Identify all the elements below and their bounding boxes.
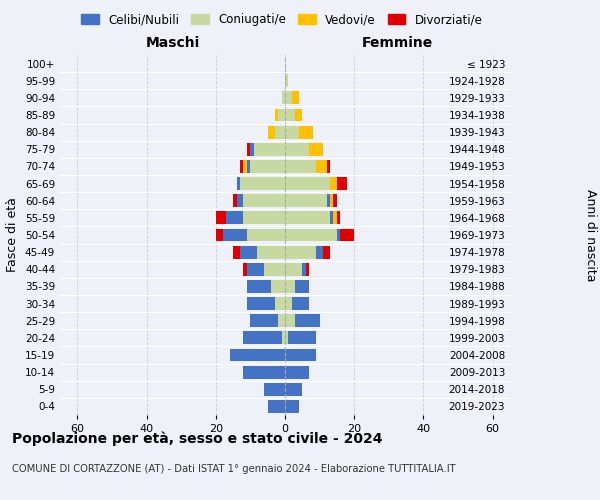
Bar xyxy=(244,332,281,344)
Bar xyxy=(247,143,250,156)
Bar xyxy=(226,212,244,224)
Bar xyxy=(233,194,236,207)
Bar xyxy=(330,177,337,190)
Text: Popolazione per età, sesso e stato civile - 2024: Popolazione per età, sesso e stato civil… xyxy=(12,431,383,446)
Bar xyxy=(285,177,330,190)
Bar xyxy=(268,400,285,413)
Bar xyxy=(285,297,292,310)
Bar xyxy=(223,228,247,241)
Bar xyxy=(254,143,285,156)
Bar xyxy=(285,348,316,362)
Legend: Celibi/Nubili, Coniugati/e, Vedovi/e, Divorziati/e: Celibi/Nubili, Coniugati/e, Vedovi/e, Di… xyxy=(77,8,487,31)
Bar xyxy=(326,194,330,207)
Bar xyxy=(281,332,285,344)
Bar xyxy=(236,177,240,190)
Bar xyxy=(285,366,309,378)
Bar xyxy=(340,228,354,241)
Bar xyxy=(316,246,323,258)
Bar xyxy=(264,263,285,276)
Bar xyxy=(278,314,285,327)
Text: Anni di nascita: Anni di nascita xyxy=(584,188,597,281)
Y-axis label: Fasce di età: Fasce di età xyxy=(7,198,19,272)
Bar xyxy=(285,280,295,293)
Bar xyxy=(250,160,285,173)
Bar xyxy=(330,194,334,207)
Bar xyxy=(240,246,257,258)
Bar xyxy=(244,160,247,173)
Bar xyxy=(285,108,295,122)
Bar xyxy=(334,194,337,207)
Bar xyxy=(247,160,250,173)
Bar xyxy=(295,314,320,327)
Bar xyxy=(250,143,254,156)
Bar xyxy=(337,228,340,241)
Bar xyxy=(285,246,316,258)
Bar xyxy=(281,92,285,104)
Bar xyxy=(230,348,285,362)
Bar xyxy=(240,160,244,173)
Bar xyxy=(244,194,285,207)
Bar xyxy=(275,126,285,138)
Bar xyxy=(240,177,285,190)
Bar xyxy=(330,212,334,224)
Bar xyxy=(302,263,306,276)
Bar xyxy=(236,194,244,207)
Bar xyxy=(295,108,302,122)
Bar xyxy=(268,126,275,138)
Bar xyxy=(323,246,330,258)
Bar xyxy=(216,212,226,224)
Bar xyxy=(334,212,337,224)
Bar xyxy=(285,74,289,87)
Bar xyxy=(292,297,309,310)
Bar xyxy=(247,228,285,241)
Bar xyxy=(244,212,285,224)
Bar xyxy=(306,263,309,276)
Bar xyxy=(247,263,264,276)
Bar xyxy=(285,212,330,224)
Bar xyxy=(289,332,316,344)
Bar xyxy=(299,126,313,138)
Bar xyxy=(275,297,285,310)
Bar xyxy=(285,314,295,327)
Bar xyxy=(264,383,285,396)
Bar xyxy=(326,160,330,173)
Bar xyxy=(244,366,285,378)
Bar xyxy=(292,92,299,104)
Bar xyxy=(250,314,278,327)
Bar xyxy=(285,228,337,241)
Bar xyxy=(247,280,271,293)
Bar xyxy=(271,280,285,293)
Bar xyxy=(337,177,347,190)
Bar xyxy=(285,126,299,138)
Bar xyxy=(285,143,309,156)
Bar xyxy=(257,246,285,258)
Bar xyxy=(247,297,275,310)
Bar xyxy=(285,400,299,413)
Bar xyxy=(337,212,340,224)
Bar xyxy=(285,194,326,207)
Bar xyxy=(278,108,285,122)
Bar xyxy=(244,263,247,276)
Text: Maschi: Maschi xyxy=(145,36,200,50)
Bar xyxy=(316,160,326,173)
Bar xyxy=(285,383,302,396)
Text: Femmine: Femmine xyxy=(362,36,433,50)
Bar xyxy=(309,143,323,156)
Bar xyxy=(275,108,278,122)
Bar xyxy=(295,280,309,293)
Bar xyxy=(285,263,302,276)
Bar xyxy=(216,228,223,241)
Bar xyxy=(233,246,240,258)
Text: COMUNE DI CORTAZZONE (AT) - Dati ISTAT 1° gennaio 2024 - Elaborazione TUTTITALIA: COMUNE DI CORTAZZONE (AT) - Dati ISTAT 1… xyxy=(12,464,455,474)
Bar xyxy=(285,160,316,173)
Bar xyxy=(285,92,292,104)
Bar xyxy=(285,332,289,344)
